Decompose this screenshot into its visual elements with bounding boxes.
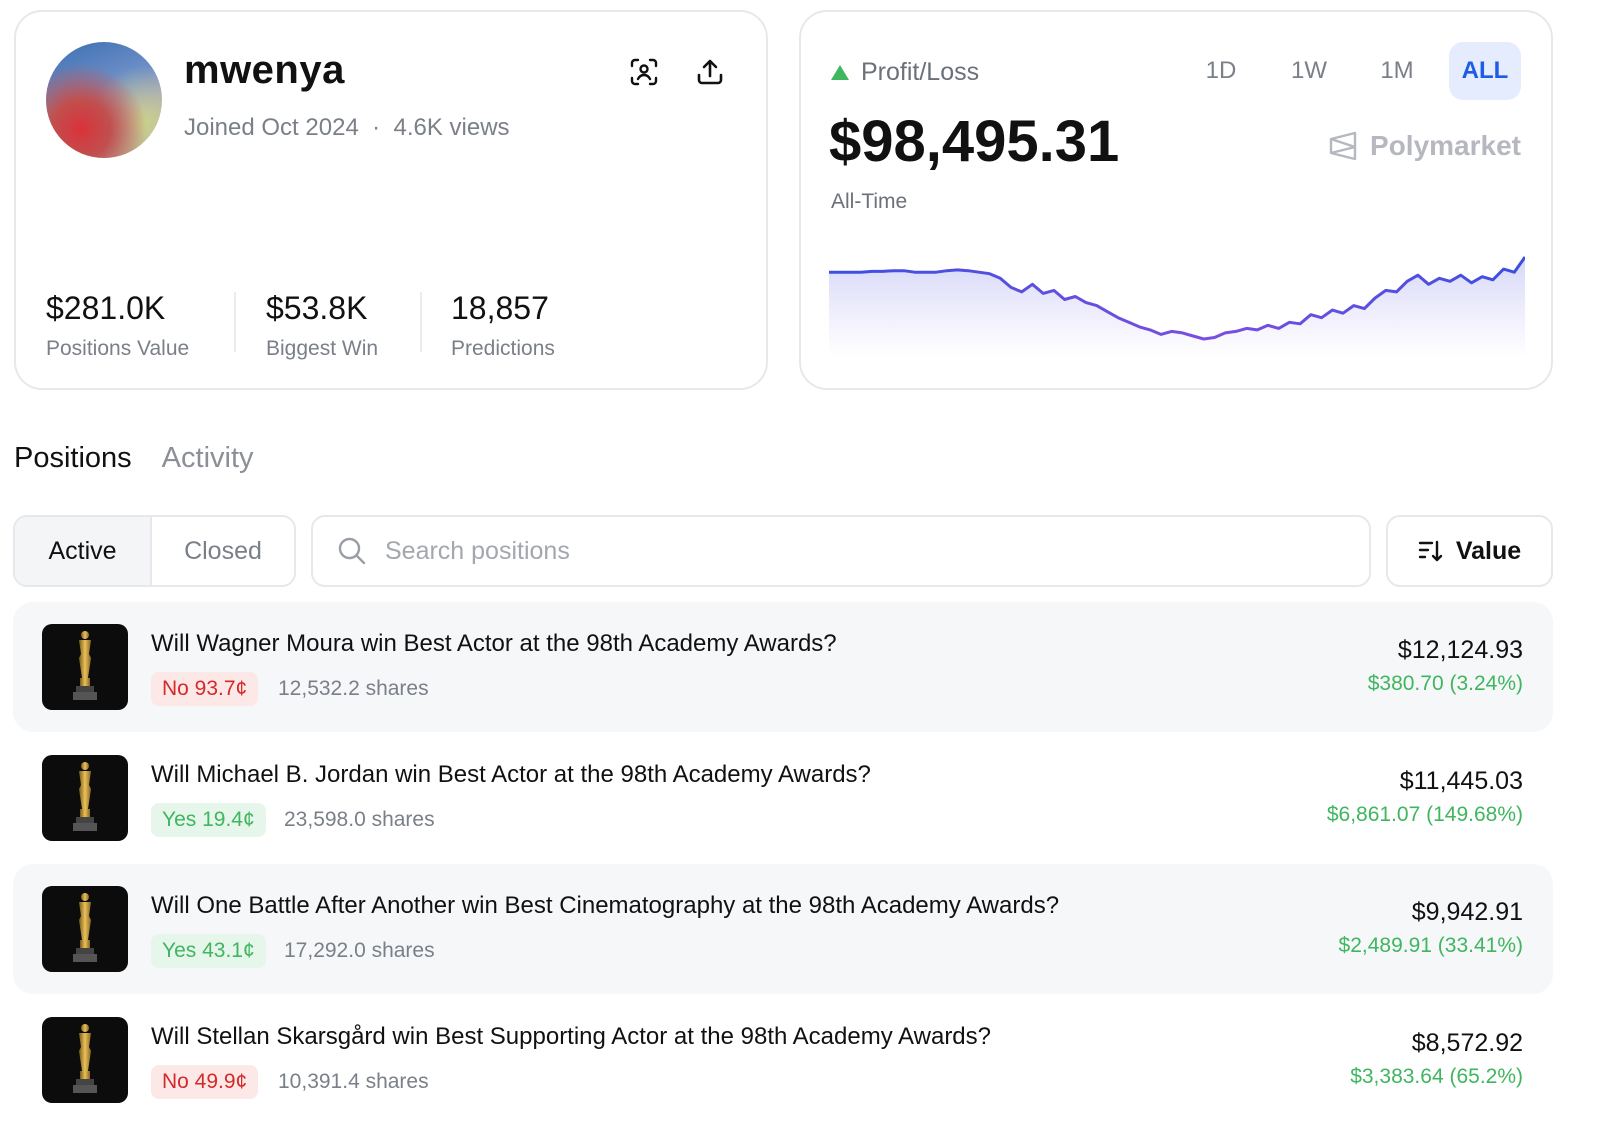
face-scan-button[interactable] (624, 52, 664, 92)
position-value: $12,124.93 (1397, 636, 1523, 664)
share-upload-icon (697, 59, 723, 85)
tab-bar: Positions Activity (14, 442, 254, 475)
market-thumbnail (42, 886, 128, 972)
outcome-badge: No 49.9¢ (151, 1065, 259, 1099)
stat-value: $281.0K (46, 290, 166, 326)
divider (420, 292, 422, 352)
sort-button[interactable]: Value (1386, 515, 1553, 587)
oscar-statuette-icon (73, 893, 97, 962)
brand-name: Polymarket (1370, 130, 1521, 161)
pnl-card: Profit/Loss 1D 1W 1M ALL $98,495.31 All-… (799, 10, 1553, 390)
market-thumbnail (42, 1017, 128, 1103)
separator: · (372, 114, 381, 141)
share-count: 10,391.4 shares (278, 1070, 429, 1093)
position-change: $2,489.91 (33.41%) (1338, 934, 1523, 957)
stat-value: 18,857 (451, 290, 549, 326)
pnl-period: All-Time (831, 190, 908, 213)
position-row[interactable]: Will Michael B. Jordan win Best Actor at… (13, 733, 1553, 863)
stat-predictions: 18,857 Predictions (451, 290, 555, 361)
outcome-badge: Yes 19.4¢ (151, 803, 266, 837)
range-selector: 1D 1W 1M ALL (1185, 42, 1521, 100)
stat-value: $53.8K (266, 290, 368, 326)
pnl-label: Profit/Loss (831, 58, 979, 87)
stat-label: Biggest Win (266, 337, 379, 360)
view-count: 4.6K views (393, 114, 510, 141)
market-question[interactable]: Will Michael B. Jordan win Best Actor at… (151, 761, 871, 788)
position-row[interactable]: Will Wagner Moura win Best Actor at the … (13, 602, 1553, 732)
divider (234, 292, 236, 352)
position-value: $8,572.92 (1411, 1029, 1523, 1057)
polymarket-icon (1329, 131, 1357, 161)
filter-closed[interactable]: Closed (184, 536, 262, 565)
pnl-amount: $98,495.31 (829, 109, 1120, 174)
market-question[interactable]: Will One Battle After Another win Best C… (151, 892, 1060, 919)
share-count: 17,292.0 shares (284, 939, 435, 962)
trend-up-icon (831, 65, 849, 80)
oscar-statuette-icon (73, 762, 97, 831)
pnl-sparkline (829, 256, 1525, 357)
tab-activity[interactable]: Activity (161, 442, 254, 474)
market-question[interactable]: Will Wagner Moura win Best Actor at the … (151, 630, 837, 657)
position-row[interactable]: Will Stellan Skarsgård win Best Supporti… (13, 995, 1553, 1125)
outcome-badge: No 93.7¢ (151, 672, 259, 706)
position-change: $6,861.07 (149.68%) (1326, 803, 1523, 826)
stat-label: Predictions (451, 337, 555, 360)
username: mwenya (184, 48, 345, 92)
share-count: 23,598.0 shares (284, 808, 435, 831)
search-input[interactable] (385, 536, 1285, 566)
avatar (46, 42, 162, 158)
profile-card: mwenya Joined Oct 2024 · 4.6K views $281… (14, 10, 768, 390)
stat-label: Positions Value (46, 337, 190, 360)
share-count: 12,532.2 shares (278, 677, 429, 700)
profile-meta: Joined Oct 2024 · 4.6K views (184, 114, 510, 142)
face-scan-icon (630, 58, 658, 86)
sort-label: Value (1455, 536, 1522, 565)
oscar-statuette-icon (73, 1024, 97, 1093)
sparkline-line (829, 256, 1525, 341)
polymarket-logo: Polymarket (1328, 130, 1521, 162)
oscar-statuette-icon (73, 631, 97, 700)
search-icon (338, 537, 366, 565)
status-toggle: Active Closed (13, 515, 296, 587)
joined-date: Joined Oct 2024 (184, 114, 359, 141)
tab-positions[interactable]: Positions (14, 442, 132, 474)
range-all[interactable]: ALL (1449, 42, 1521, 100)
market-question[interactable]: Will Stellan Skarsgård win Best Supporti… (151, 1023, 991, 1050)
market-thumbnail (42, 624, 128, 710)
range-1d[interactable]: 1D (1205, 57, 1237, 84)
position-change: $380.70 (3.24%) (1367, 672, 1523, 695)
position-row[interactable]: Will One Battle After Another win Best C… (13, 864, 1553, 994)
position-value: $11,445.03 (1399, 767, 1523, 795)
position-change: $3,383.64 (65.2%) (1350, 1065, 1523, 1088)
share-button[interactable] (690, 52, 730, 92)
range-1m[interactable]: 1M (1380, 57, 1414, 84)
sort-icon (1418, 540, 1443, 562)
search-box (311, 515, 1371, 587)
filter-active[interactable]: Active (15, 517, 152, 585)
stat-biggest-win: $53.8K Biggest Win (266, 290, 378, 361)
range-1w[interactable]: 1W (1291, 57, 1327, 84)
market-thumbnail (42, 755, 128, 841)
position-value: $9,942.91 (1411, 898, 1523, 926)
pnl-label-text: Profit/Loss (861, 58, 980, 86)
outcome-badge: Yes 43.1¢ (151, 934, 266, 968)
stat-positions-value: $281.0K Positions Value (46, 290, 189, 361)
